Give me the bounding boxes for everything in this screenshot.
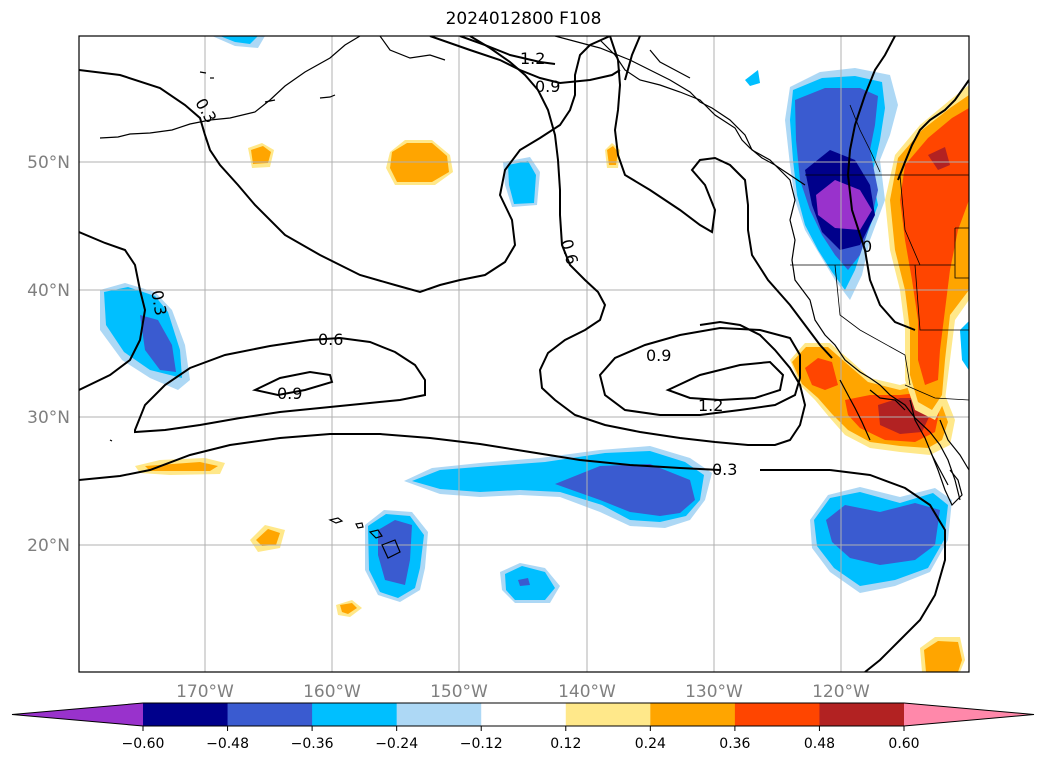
colorbar-tick-label: −0.36	[291, 736, 334, 752]
contour-label: 0.9	[646, 346, 671, 365]
map-area: 0.3 0.6 0.9 1.2 0.6 0.9 0.3 0.9 1.2 0.3 …	[79, 36, 969, 672]
colorbar-segment	[650, 703, 736, 726]
map-title: 2024012800 F108	[445, 9, 602, 29]
colorbar-tick-label: 0.12	[550, 736, 581, 752]
lon-label-140w: 140°W	[558, 682, 616, 702]
colorbar-segment	[227, 703, 313, 726]
colorbar-segment	[819, 703, 905, 726]
lon-label-130w: 130°W	[685, 682, 743, 702]
lon-label-170w: 170°W	[176, 682, 234, 702]
colorbar-tick-label: −0.48	[206, 736, 249, 752]
colorbar: −0.60 −0.48 −0.36 −0.24 −0.12 0.12 0.24 0.36 0.4…	[11, 702, 1035, 752]
lon-label-150w: 150°W	[430, 682, 488, 702]
coastlines	[99, 36, 969, 559]
colorbar-tick-label: 0.24	[635, 736, 666, 752]
positive-anomaly-regions	[135, 85, 969, 672]
contour-label: 0.3	[147, 289, 170, 317]
colorbar-tick-label: 0.60	[888, 736, 919, 752]
contour-label: 0.9	[535, 77, 560, 96]
contour-label: 0	[862, 237, 872, 256]
contour-label: 1.2	[520, 49, 545, 68]
colorbar-extend-max	[904, 703, 1034, 726]
colorbar-segment	[481, 703, 567, 726]
colorbar-segment	[734, 703, 820, 726]
contour-label: 0.6	[318, 330, 343, 349]
map-frame	[78, 35, 970, 673]
colorbar-extend-min	[12, 703, 143, 726]
colorbar-segment	[396, 703, 482, 726]
contour-label: 0.9	[277, 384, 302, 403]
lat-label-20n: 20°N	[27, 536, 70, 556]
lat-label-30n: 30°N	[27, 408, 70, 428]
colorbar-tick-label: −0.24	[375, 736, 418, 752]
colorbar-segment	[565, 703, 651, 726]
political-borders	[790, 104, 969, 401]
lat-label-40n: 40°N	[27, 281, 70, 301]
longitude-labels: 170°W 160°W 150°W 140°W 130°W 120°W	[176, 682, 870, 702]
contour-label: 0.3	[712, 460, 737, 479]
contour-label: 1.2	[698, 396, 723, 415]
colorbar-tick-label: −0.60	[122, 736, 165, 752]
lon-label-160w: 160°W	[303, 682, 361, 702]
lat-label-50n: 50°N	[27, 153, 70, 173]
latitude-labels: 50°N 40°N 30°N 20°N	[27, 153, 70, 556]
colorbar-segment	[312, 703, 398, 726]
colorbar-tick-label: 0.48	[804, 736, 835, 752]
contour-lines	[79, 36, 969, 672]
colorbar-segment	[143, 703, 229, 726]
colorbar-tick-label: −0.12	[460, 736, 503, 752]
colorbar-tick-label: 0.36	[719, 736, 750, 752]
lon-label-120w: 120°W	[812, 682, 870, 702]
